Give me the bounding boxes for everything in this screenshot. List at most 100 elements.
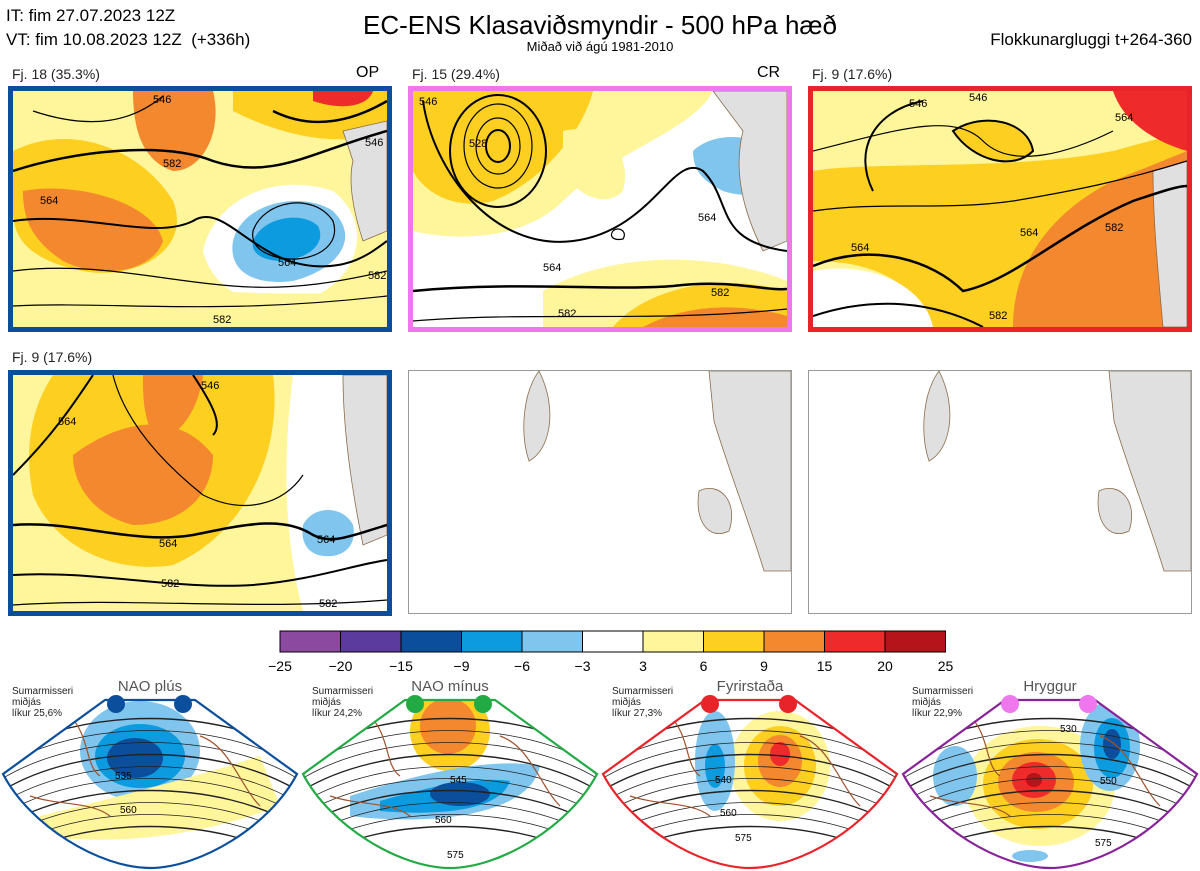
contour-label: 564 [851, 242, 869, 254]
contour-label: 560 [120, 805, 137, 816]
regime-panel: Sumarmisseri miðjás líkur 22,9% 530 550 575… [900, 676, 1200, 871]
contour-label: 575 [735, 833, 752, 844]
regime-border [901, 698, 1199, 870]
contour-label: 582 [163, 158, 181, 170]
contour-label: 546 [201, 380, 219, 392]
contour-label: 582 [558, 308, 576, 320]
colorbar-tick-label: −3 [575, 658, 591, 674]
contour-label: 546 [365, 137, 383, 149]
regime-marker-dot [779, 695, 797, 713]
regime-info: Sumarmisseri miðjás líkur 27,3% [612, 686, 674, 719]
colorbar-swatch [461, 630, 523, 653]
regime-panel: Sumarmisseri miðjás líkur 25,6% 535 560 NAO… [0, 676, 300, 871]
empty-map-panel [408, 370, 792, 614]
regime-title: NAO plús [118, 678, 182, 695]
contour-label: 550 [1100, 776, 1117, 787]
colorbar: −25 −20 −15 −9 −6 −3 3 6 9 15 20 25 [268, 630, 954, 674]
regime-panel: Sumarmisseri miðjás líkur 27,3% 540 560 575… [600, 676, 900, 871]
contour-label: 582 [989, 310, 1007, 322]
contour-label: 564 [159, 538, 177, 550]
contour-label: 546 [969, 92, 987, 104]
colorbar-tick-label: −9 [454, 658, 470, 674]
valid-time: VT: fim 10.08.2023 12Z (+336h) [6, 30, 251, 49]
colorbar-swatch [279, 630, 341, 653]
contour-label: 564 [543, 262, 561, 274]
colorbar-swatch [884, 630, 946, 653]
contour-label: 582 [1105, 222, 1123, 234]
contour-label: 530 [1060, 724, 1077, 735]
regime-marker-dot [406, 695, 424, 713]
climatology-note: Miðað við ágú 1981-2010 [526, 39, 674, 54]
cluster-4-label: Fj. 9 (17.6%) [12, 349, 93, 365]
contour-label: 582 [368, 270, 386, 282]
contour-label: 564 [698, 212, 716, 224]
regime-border [601, 698, 899, 870]
contour-label: 528 [469, 138, 487, 150]
regime-title: Fyrirstaða [717, 678, 784, 695]
contour-label: 564 [1020, 227, 1038, 239]
init-time: IT: fim 27.07.2023 12Z [6, 6, 176, 25]
regime-marker-dot [701, 695, 719, 713]
colorbar-swatch [763, 630, 825, 653]
contour-label: 564 [278, 257, 296, 269]
cluster-1-map[interactable]: 582 564 564 582 582 546 546 [8, 86, 392, 332]
contour-label: 545 [450, 775, 467, 786]
contour-label: 582 [213, 314, 231, 326]
colorbar-swatch [824, 630, 886, 653]
colorbar-tick-label: 25 [938, 658, 954, 674]
regime-marker-dot [474, 695, 492, 713]
contour-label: 575 [1095, 838, 1112, 849]
colorbar-tick-label: 6 [700, 658, 708, 674]
contour-label: 564 [40, 195, 58, 207]
contour-label: 535 [115, 771, 132, 782]
colorbar-tick-label: −6 [514, 658, 530, 674]
contour-label: 582 [161, 578, 179, 590]
colorbar-swatch [400, 630, 462, 653]
cluster-2-map[interactable]: 546 528 564 564 582 582 [408, 86, 792, 332]
colorbar-tick-label: 20 [877, 658, 893, 674]
cluster-3-map[interactable]: 546 546 564 564 582 582 564 [808, 86, 1192, 332]
colorbar-tick-label: −20 [329, 658, 353, 674]
colorbar-tick-label: −15 [389, 658, 413, 674]
colorbar-tick-label: −25 [268, 658, 292, 674]
regime-info: Sumarmisseri miðjás líkur 25,6% [12, 686, 74, 719]
contour-label: 564 [317, 534, 335, 546]
contour-label: 546 [153, 94, 171, 106]
contour-label: 560 [435, 815, 452, 826]
contour-label: 582 [711, 287, 729, 299]
regime-border [1, 698, 299, 870]
contour-label: 575 [447, 850, 464, 861]
colorbar-swatch [340, 630, 402, 653]
regime-marker-dot [1001, 695, 1019, 713]
cluster-2-label: Fj. 15 (29.4%) [412, 66, 500, 82]
colorbar-swatch [703, 630, 765, 653]
cluster-3-label: Fj. 9 (17.6%) [812, 66, 893, 82]
contour-label: 540 [715, 775, 732, 786]
colorbar-tick-label: 15 [817, 658, 833, 674]
colorbar-swatch [521, 630, 583, 653]
colorbar-swatch [642, 630, 704, 653]
empty-map-panel [808, 370, 1192, 614]
colorbar-tick-label: 9 [760, 658, 768, 674]
page-title: EC-ENS Klasaviðsmyndir - 500 hPa hæð [363, 10, 837, 40]
contour-label: 560 [720, 808, 737, 819]
contour-label: 564 [58, 416, 76, 428]
cluster-2-code: CR [757, 64, 781, 81]
colorbar-swatch [582, 630, 644, 653]
regime-border [301, 698, 599, 870]
cluster-1-label: Fj. 18 (35.3%) [12, 66, 100, 82]
contour-label: 546 [419, 96, 437, 108]
regime-panel: Sumarmisseri miðjás líkur 24,2% 545 560 575… [300, 676, 600, 871]
contour-label: 582 [319, 598, 337, 610]
regime-marker-dot [1079, 695, 1097, 713]
regime-title: Hryggur [1023, 678, 1076, 695]
cluster-4-map[interactable]: 564 546 564 564 582 582 [8, 370, 392, 616]
colorbar-tick-label: 3 [639, 658, 647, 674]
regime-info: Sumarmisseri miðjás líkur 22,9% [912, 686, 974, 719]
classification-window: Flokkunargluggi t+264-360 [990, 30, 1192, 49]
contour-label: 564 [1115, 112, 1133, 124]
regime-marker-dot [107, 695, 125, 713]
regime-title: NAO mínus [411, 678, 489, 695]
regime-info: Sumarmisseri miðjás líkur 24,2% [312, 686, 374, 719]
regime-marker-dot [174, 695, 192, 713]
